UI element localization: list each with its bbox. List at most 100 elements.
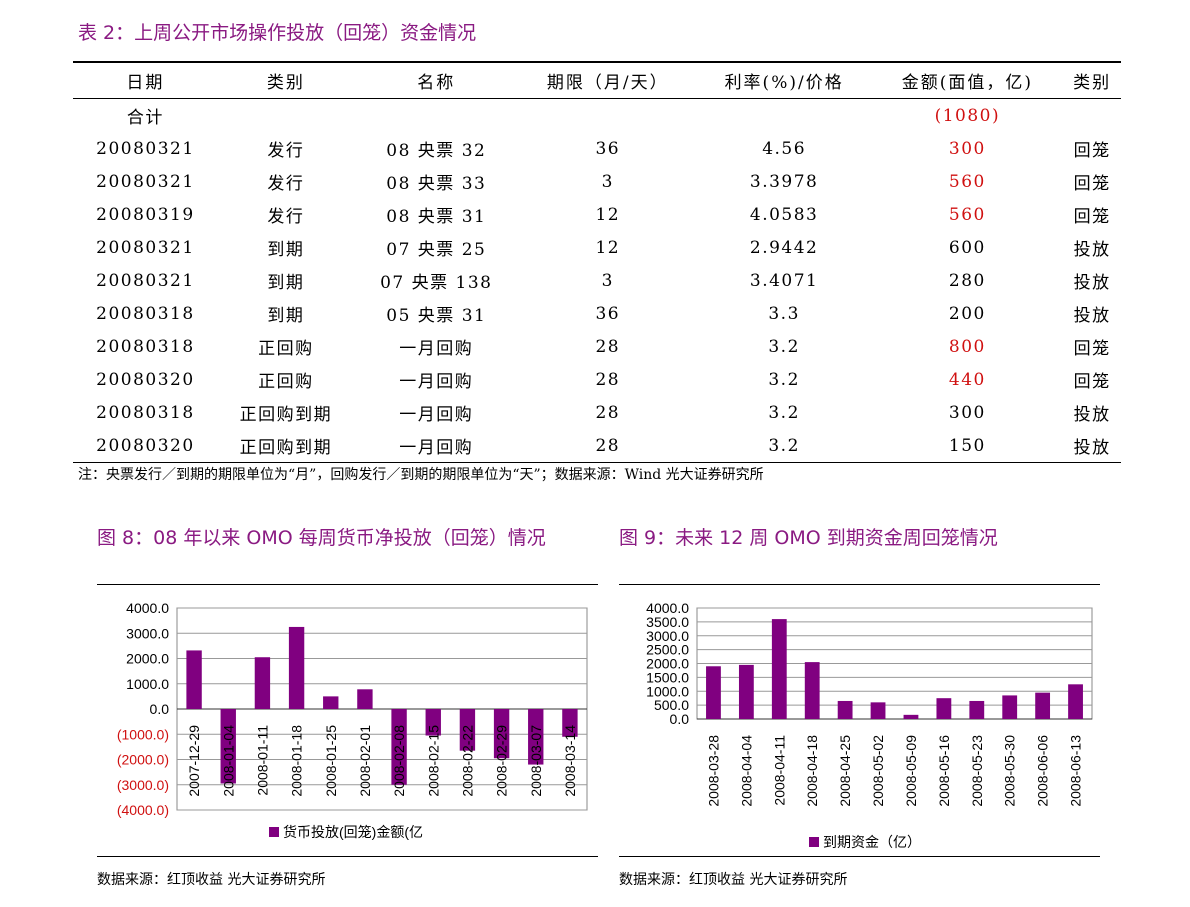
category-cell: 回笼: [1073, 372, 1111, 392]
table-row: 20080318 正回购 一月回购 28 3.2 800 回笼: [73, 330, 1121, 363]
amount-cell: 150: [871, 429, 1064, 463]
column-header: 利率(%)/价格: [696, 61, 872, 99]
column-header: 名称: [353, 61, 519, 99]
name-cell: 08 央票 33: [386, 174, 487, 194]
x-tick-label: 2008-03-14: [562, 725, 578, 797]
amount-cell: 560: [948, 171, 986, 192]
table-row: 20080318 正回购到期 一月回购 28 3.2 300 投放: [73, 396, 1121, 429]
amount-cell: 280: [948, 270, 986, 291]
bar: [1068, 684, 1083, 719]
category-cell: 回笼: [1073, 174, 1111, 194]
figure9-title: 图 9：未来 12 周 OMO 到期资金周回笼情况: [619, 527, 998, 549]
category-cell: 投放: [1073, 306, 1111, 326]
y-tick-label: 4000.0: [126, 600, 169, 616]
bar: [1002, 695, 1018, 719]
category-cell: 回笼: [1073, 141, 1111, 161]
name-cell: 一月回购: [399, 339, 474, 359]
bar: [528, 709, 544, 765]
figure8-title: 图 8：08 年以来 OMO 每周货币净投放（回笼）情况: [97, 527, 546, 549]
figure9-chart: 4000.03500.03000.02500.02000.01500.01000…: [646, 600, 1093, 850]
x-tick-label: 2007-12-29: [186, 725, 202, 797]
figure8-bottom-rule: [97, 856, 598, 857]
y-tick-label: 0.0: [150, 701, 170, 717]
type-cell: 发行: [267, 207, 305, 227]
table-note: 注：央票发行／到期的期限单位为“月”，回购发行／到期的期限单位为“天”；数据来源…: [78, 467, 764, 483]
table-row: 20080321 发行 08 央票 32 36 4.56 300 回笼: [73, 132, 1121, 165]
y-tick-label: 500.0: [654, 697, 689, 713]
term-cell: 3: [601, 171, 614, 192]
rate-cell: 3.2: [768, 402, 800, 423]
term-cell: 28: [595, 402, 621, 423]
table-row: 20080318 到期 05 央票 31 36 3.3 200 投放: [73, 297, 1121, 330]
table-body: 合计 (1080) 20080321 发行 08 央票 32 36 4.56 300 回笼 2…: [73, 99, 1121, 463]
rate-cell: 4.56: [762, 138, 807, 159]
rate-cell: 3.2: [768, 336, 800, 357]
type-cell: 到期: [267, 240, 305, 260]
y-tick-label: (2000.0): [117, 752, 169, 768]
figure9-bottom-rule: [619, 856, 1100, 857]
x-tick-label: 2008-05-09: [903, 735, 919, 807]
category-cell: 投放: [1073, 405, 1111, 425]
total-amount: (1080): [934, 105, 1001, 126]
y-tick-label: 2000.0: [646, 656, 689, 672]
type-cell: 发行: [267, 141, 305, 161]
y-tick-label: 4000.0: [646, 600, 689, 616]
bar: [562, 709, 578, 737]
x-tick-label: 2008-04-18: [804, 735, 820, 807]
x-tick-label: 2008-04-04: [738, 735, 754, 807]
bar: [837, 700, 853, 719]
x-tick-label: 2008-06-13: [1068, 735, 1084, 807]
x-tick-label: 2008-06-06: [1035, 735, 1051, 807]
bar: [186, 650, 202, 709]
amount-cell: 300: [948, 138, 986, 159]
x-tick-label: 2008-05-23: [969, 735, 985, 807]
column-header: 类别: [217, 61, 354, 99]
name-cell: 07 央票 138: [380, 273, 493, 293]
bar: [254, 657, 271, 709]
rate-cell: 3.2: [768, 369, 800, 390]
date-cell: 20080319: [96, 204, 195, 225]
y-tick-label: 2500.0: [646, 642, 689, 658]
y-tick-label: 1500.0: [646, 669, 689, 685]
y-tick-label: 1000.0: [126, 676, 169, 692]
x-tick-label: 2008-05-02: [870, 735, 886, 807]
figure8-top-rule: [97, 584, 598, 585]
bar: [459, 709, 476, 751]
type-cell: 正回购: [258, 339, 314, 359]
bar: [969, 700, 985, 719]
table-row: 20080320 正回购到期 一月回购 28 3.2 150 投放: [73, 429, 1121, 463]
date-cell: 20080318: [96, 402, 195, 423]
column-header: 日期: [73, 61, 218, 99]
x-tick-label: 2008-05-30: [1002, 735, 1018, 807]
y-tick-label: 2000.0: [126, 651, 169, 667]
column-header: 期限（月/天）: [518, 61, 697, 99]
term-cell: 28: [595, 369, 621, 390]
figure8-chart: 4000.0 3000.0 2000.0 1000.0 0.0 (1000.0) (2000…: [117, 600, 588, 840]
x-tick-label: 2008-02-01: [357, 725, 373, 797]
date-cell: 20080321: [96, 237, 195, 258]
rate-cell: 3.2: [696, 429, 872, 463]
column-header: 类别: [1063, 61, 1121, 99]
legend-swatch: [269, 827, 279, 837]
term-cell: 36: [595, 138, 621, 159]
legend-label: 货币投放(回笼)金额(亿: [283, 824, 423, 840]
name-cell: 07 央票 25: [386, 240, 487, 260]
figure9-top-rule: [619, 584, 1100, 585]
category-cell: 回笼: [1073, 207, 1111, 227]
term-cell: 28: [595, 336, 621, 357]
type-cell: 正回购到期: [217, 429, 354, 463]
amount-cell: 440: [948, 369, 986, 390]
y-tick-label: 3000.0: [126, 625, 169, 641]
bar: [903, 714, 919, 719]
category-cell: 投放: [1073, 240, 1111, 260]
category-cell: 回笼: [1073, 339, 1111, 359]
bar: [1035, 692, 1051, 719]
rate-cell: 3.4071: [749, 270, 819, 291]
total-row: 合计 (1080): [73, 99, 1121, 133]
y-tick-label: 3500.0: [646, 614, 689, 630]
term-cell: 12: [595, 237, 621, 258]
amount-cell: 300: [948, 402, 986, 423]
name-cell: 08 央票 32: [386, 141, 487, 161]
amount-cell: 800: [948, 336, 986, 357]
x-tick-label: 2008-03-07: [528, 725, 544, 797]
